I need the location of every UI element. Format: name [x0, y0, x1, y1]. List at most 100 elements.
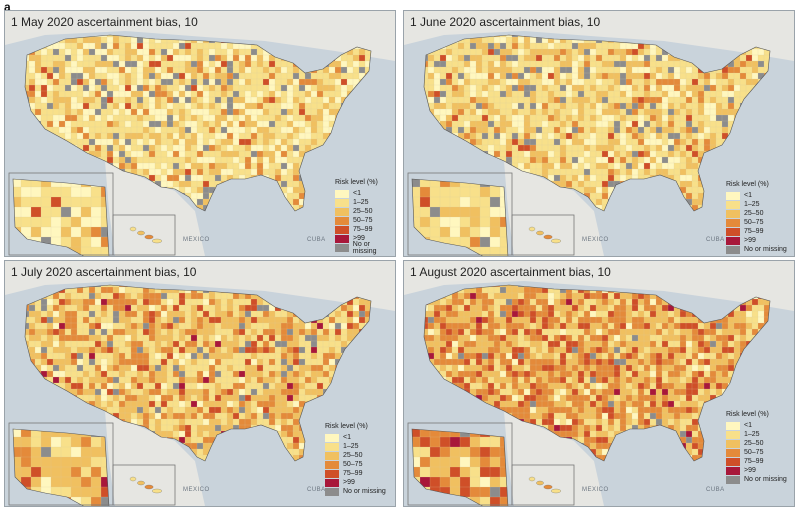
legend-label: >99	[744, 237, 756, 244]
map-panel-june: 1 June 2020 ascertainment bias, 10 MEXIC…	[403, 10, 795, 257]
figure-label: a	[4, 0, 11, 14]
alaska-inset-frame	[8, 172, 114, 256]
legend-title: Risk level (%)	[325, 423, 368, 430]
hawaii-island	[144, 484, 154, 490]
hawaii-island	[543, 234, 553, 240]
hawaii-island	[129, 226, 137, 232]
legend-title: Risk level (%)	[726, 181, 769, 188]
legend-label: 75–99	[744, 228, 764, 235]
legend-item: 50–75	[325, 460, 386, 469]
alaska-counties	[412, 179, 508, 256]
us-outline	[24, 34, 372, 212]
legend-label: 1–25	[343, 443, 359, 450]
legend-swatch	[726, 466, 740, 475]
panel-title: 1 August 2020 ascertainment bias, 10	[410, 265, 611, 279]
legend-swatch	[335, 189, 349, 198]
mexico-land	[105, 161, 205, 256]
legend-title: Risk level (%)	[335, 179, 378, 186]
legend-item: No or missing	[325, 487, 386, 496]
legend-swatch	[325, 460, 339, 469]
hawaii-island	[551, 238, 561, 244]
legend-label: 50–75	[343, 461, 363, 468]
legend-label: 50–75	[744, 449, 764, 456]
legend-label: 25–50	[353, 208, 373, 215]
map-panel-august: 1 August 2020 ascertainment bias, 10 MEX…	[403, 260, 795, 507]
legend-item: No or missing	[726, 245, 787, 254]
legend-item: 1–25	[726, 200, 787, 209]
legend-label: 1–25	[744, 201, 760, 208]
risk-legend: Risk level (%) <1 1–25 25–50 50–75 75–99 >99 N…	[325, 423, 386, 496]
hawaii-island	[551, 488, 561, 494]
legend-label: <1	[353, 190, 361, 197]
mexico-land	[504, 161, 604, 256]
legend-label: >99	[353, 235, 365, 242]
legend-swatch	[726, 209, 740, 218]
legend-swatch	[726, 191, 740, 200]
legend-swatch	[325, 442, 339, 451]
legend-swatch	[726, 439, 740, 448]
legend-swatch	[325, 478, 339, 487]
hawaii-inset-frame	[511, 214, 575, 256]
cuba-label: CUBA	[307, 237, 326, 243]
legend-swatch	[726, 421, 740, 430]
legend-item: 1–25	[325, 442, 386, 451]
alaska-outline	[12, 178, 110, 256]
legend-swatch	[335, 234, 349, 243]
legend-item: 75–99	[726, 227, 787, 236]
legend-label: 25–50	[744, 210, 764, 217]
legend-label: 25–50	[744, 440, 764, 447]
legend-swatch	[335, 225, 349, 234]
legend-label: 50–75	[744, 219, 764, 226]
hawaii-island	[152, 238, 162, 244]
alaska-outline	[411, 428, 509, 506]
mexico-land	[504, 411, 604, 506]
legend-item: >99	[726, 236, 787, 245]
us-outline	[24, 284, 372, 462]
canada-land	[404, 261, 794, 311]
canada-land	[5, 11, 395, 61]
hawaii-island	[543, 484, 553, 490]
hawaii-island	[137, 480, 145, 486]
legend-item: 1–25	[335, 198, 395, 207]
panel-title: 1 May 2020 ascertainment bias, 10	[11, 15, 198, 29]
canada-land	[404, 11, 794, 61]
alaska-outline	[12, 428, 110, 506]
us-outline	[423, 34, 771, 212]
legend-item: 50–75	[726, 448, 787, 457]
hawaii-island	[144, 234, 154, 240]
legend-item: 25–50	[726, 439, 787, 448]
legend-label: >99	[744, 467, 756, 474]
legend-item: 50–75	[335, 216, 395, 225]
legend-swatch	[325, 487, 339, 496]
legend-item: 1–25	[726, 430, 787, 439]
legend-swatch	[726, 448, 740, 457]
legend-swatch	[726, 227, 740, 236]
legend-item: >99	[325, 478, 386, 487]
alaska-counties	[13, 429, 109, 506]
risk-legend: Risk level (%) <1 1–25 25–50 50–75 75–99 >99 N…	[335, 179, 395, 255]
legend-title: Risk level (%)	[726, 411, 769, 418]
legend-label: 1–25	[744, 431, 760, 438]
legend-item: 50–75	[726, 218, 787, 227]
hawaii-inset-frame	[511, 464, 575, 506]
panel-title: 1 July 2020 ascertainment bias, 10	[11, 265, 197, 279]
hawaii-inset-frame	[112, 214, 176, 256]
alaska-counties	[13, 179, 109, 256]
legend-swatch	[325, 451, 339, 460]
legend-label: 25–50	[343, 452, 363, 459]
legend-label: No or missing	[744, 476, 787, 483]
legend-label: 1–25	[353, 199, 369, 206]
legend-item: >99	[335, 234, 395, 243]
us-outline	[423, 284, 771, 462]
legend-swatch	[325, 433, 339, 442]
alaska-outline	[411, 178, 509, 256]
alaska-inset-frame	[407, 172, 513, 256]
mexico-label: MEXICO	[582, 237, 609, 243]
alaska-inset-frame	[8, 422, 114, 506]
legend-swatch	[726, 245, 740, 254]
cuba-label: CUBA	[706, 237, 725, 243]
cuba-label: CUBA	[307, 487, 326, 493]
legend-swatch	[726, 430, 740, 439]
legend-label: 75–99	[353, 226, 373, 233]
mexico-label: MEXICO	[582, 487, 609, 493]
